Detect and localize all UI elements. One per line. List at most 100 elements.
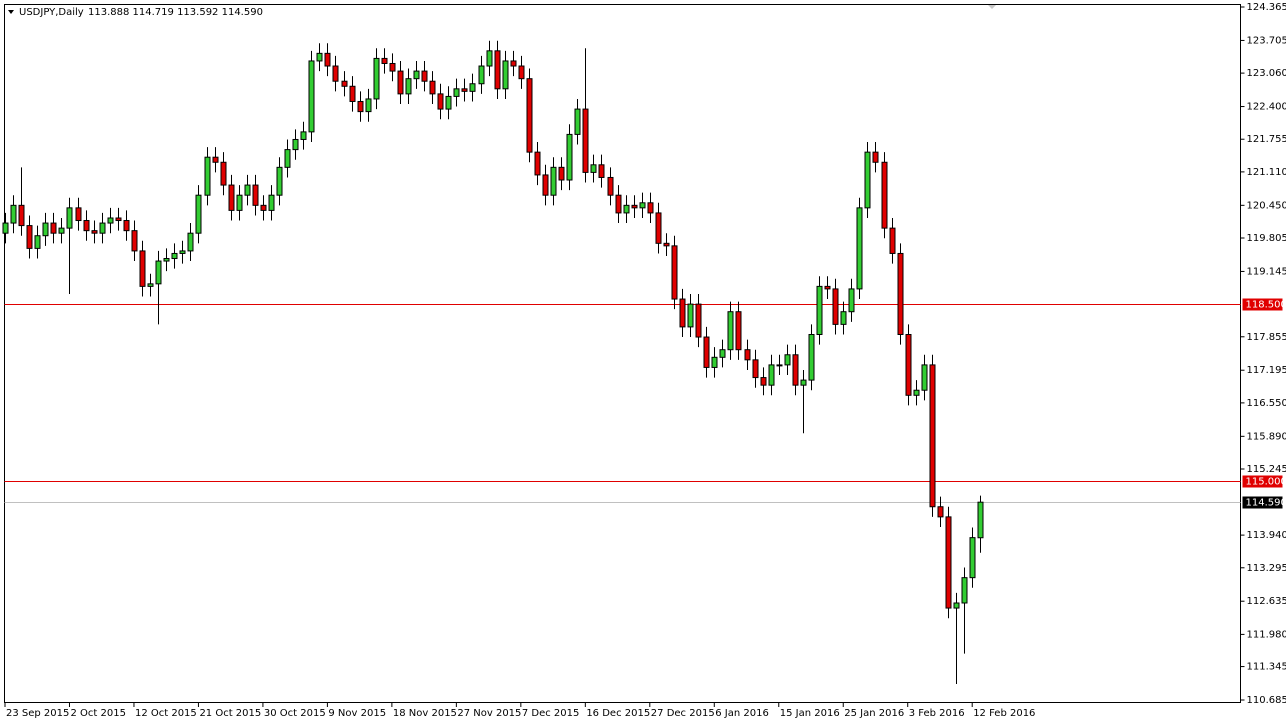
candle-body	[405, 78, 412, 95]
candle-body	[929, 364, 936, 508]
candle-body	[155, 260, 162, 285]
candle-body	[204, 156, 211, 196]
candle-body	[550, 166, 557, 196]
candle-body	[872, 151, 879, 163]
candle-body	[220, 161, 227, 186]
shift-marker	[988, 5, 996, 9]
candle-body	[703, 336, 710, 368]
candle-body	[236, 194, 243, 211]
candle-body	[719, 349, 726, 358]
candle-body	[727, 311, 734, 351]
candle-body	[445, 95, 452, 110]
candle-body	[687, 303, 694, 328]
candle-body	[598, 164, 605, 178]
y-tick-label: 115.245	[1247, 464, 1286, 475]
candle-body	[365, 98, 372, 113]
candle-body	[558, 166, 565, 181]
candle-body	[195, 194, 202, 234]
candle-body	[268, 194, 275, 211]
x-tick-label: 12 Feb 2016	[973, 708, 1035, 719]
candle-body	[574, 108, 581, 135]
candle-body	[123, 220, 130, 232]
candle-body	[26, 225, 33, 249]
candle-body	[381, 57, 388, 64]
candle-body	[324, 52, 331, 67]
y-tick-label: 123.705	[1247, 35, 1286, 46]
candle-body	[349, 85, 356, 102]
candle-body	[179, 250, 186, 254]
candle-body	[34, 235, 41, 249]
candle-body	[961, 577, 968, 604]
candle-body	[856, 207, 863, 290]
candle-body	[711, 356, 718, 368]
candle-body	[969, 537, 976, 579]
ohlc: 113.888 114.719 113.592 114.590	[88, 7, 263, 18]
candle-body	[816, 285, 823, 336]
x-tick-label: 2 Oct 2015	[70, 708, 125, 719]
candle-body	[171, 252, 178, 260]
candle-body	[534, 151, 541, 176]
x-tick-label: 18 Nov 2015	[393, 708, 457, 719]
candle-body	[655, 212, 662, 244]
candle-body	[744, 349, 751, 361]
candle-body	[212, 156, 219, 163]
candle-body	[784, 354, 791, 366]
y-tick-label: 123.060	[1247, 68, 1286, 79]
x-tick-label: 21 Oct 2015	[199, 708, 261, 719]
y-tick-label: 111.345	[1247, 662, 1286, 673]
candle-body	[284, 149, 291, 168]
candle-body	[615, 194, 622, 214]
candle-body	[542, 174, 549, 196]
candle-body	[453, 88, 460, 97]
candle-body	[752, 359, 759, 379]
x-tick-label: 16 Dec 2015	[586, 708, 650, 719]
candle-body	[332, 65, 339, 82]
candle-body	[800, 379, 807, 386]
x-tick-label: 30 Oct 2015	[264, 708, 326, 719]
y-tick-label: 117.195	[1247, 365, 1286, 376]
candle-body	[316, 52, 323, 62]
candle-body	[228, 184, 235, 211]
candle-body	[2, 222, 9, 234]
level-label: 115.000	[1246, 477, 1286, 488]
candle-body	[566, 133, 573, 181]
y-tick-label: 119.145	[1247, 266, 1286, 277]
x-tick-label: 3 Feb 2016	[909, 708, 965, 719]
candle-body	[429, 80, 436, 95]
candle-body	[631, 204, 638, 209]
menu-arrow[interactable]	[8, 10, 14, 14]
candle-body	[897, 252, 904, 336]
y-tick-label: 112.635	[1247, 596, 1286, 607]
candle-body	[139, 250, 146, 287]
x-tick-label: 23 Sep 2015	[6, 708, 69, 719]
x-tick-label: 25 Jan 2016	[844, 708, 904, 719]
candle-body	[187, 232, 194, 252]
level-label-box	[1242, 475, 1283, 488]
candle-body	[792, 354, 799, 386]
candle-body	[66, 207, 73, 229]
candle-body	[953, 602, 960, 609]
candle-body	[252, 184, 259, 206]
candle-body	[413, 70, 420, 80]
candle-body	[494, 50, 501, 90]
y-tick-label: 120.450	[1247, 200, 1286, 211]
candle-body	[276, 166, 283, 196]
candle-body	[639, 202, 646, 209]
candle-body	[977, 501, 984, 539]
candle-body	[300, 131, 307, 140]
candle-body	[75, 207, 82, 222]
y-tick-label: 121.110	[1247, 167, 1286, 178]
level-label-box	[1242, 496, 1283, 509]
candle-body	[58, 227, 65, 234]
candle-body	[244, 184, 251, 196]
y-tick-label: 113.295	[1247, 563, 1286, 574]
candle-body	[83, 220, 90, 232]
candle-body	[663, 242, 670, 247]
candle-body	[308, 60, 315, 133]
plot-frame	[4, 4, 1241, 703]
y-tick-label: 110.685	[1247, 695, 1286, 706]
candle-body	[10, 204, 17, 224]
candle-body	[341, 80, 348, 87]
candle-body	[582, 108, 589, 173]
candle-body	[42, 222, 49, 237]
